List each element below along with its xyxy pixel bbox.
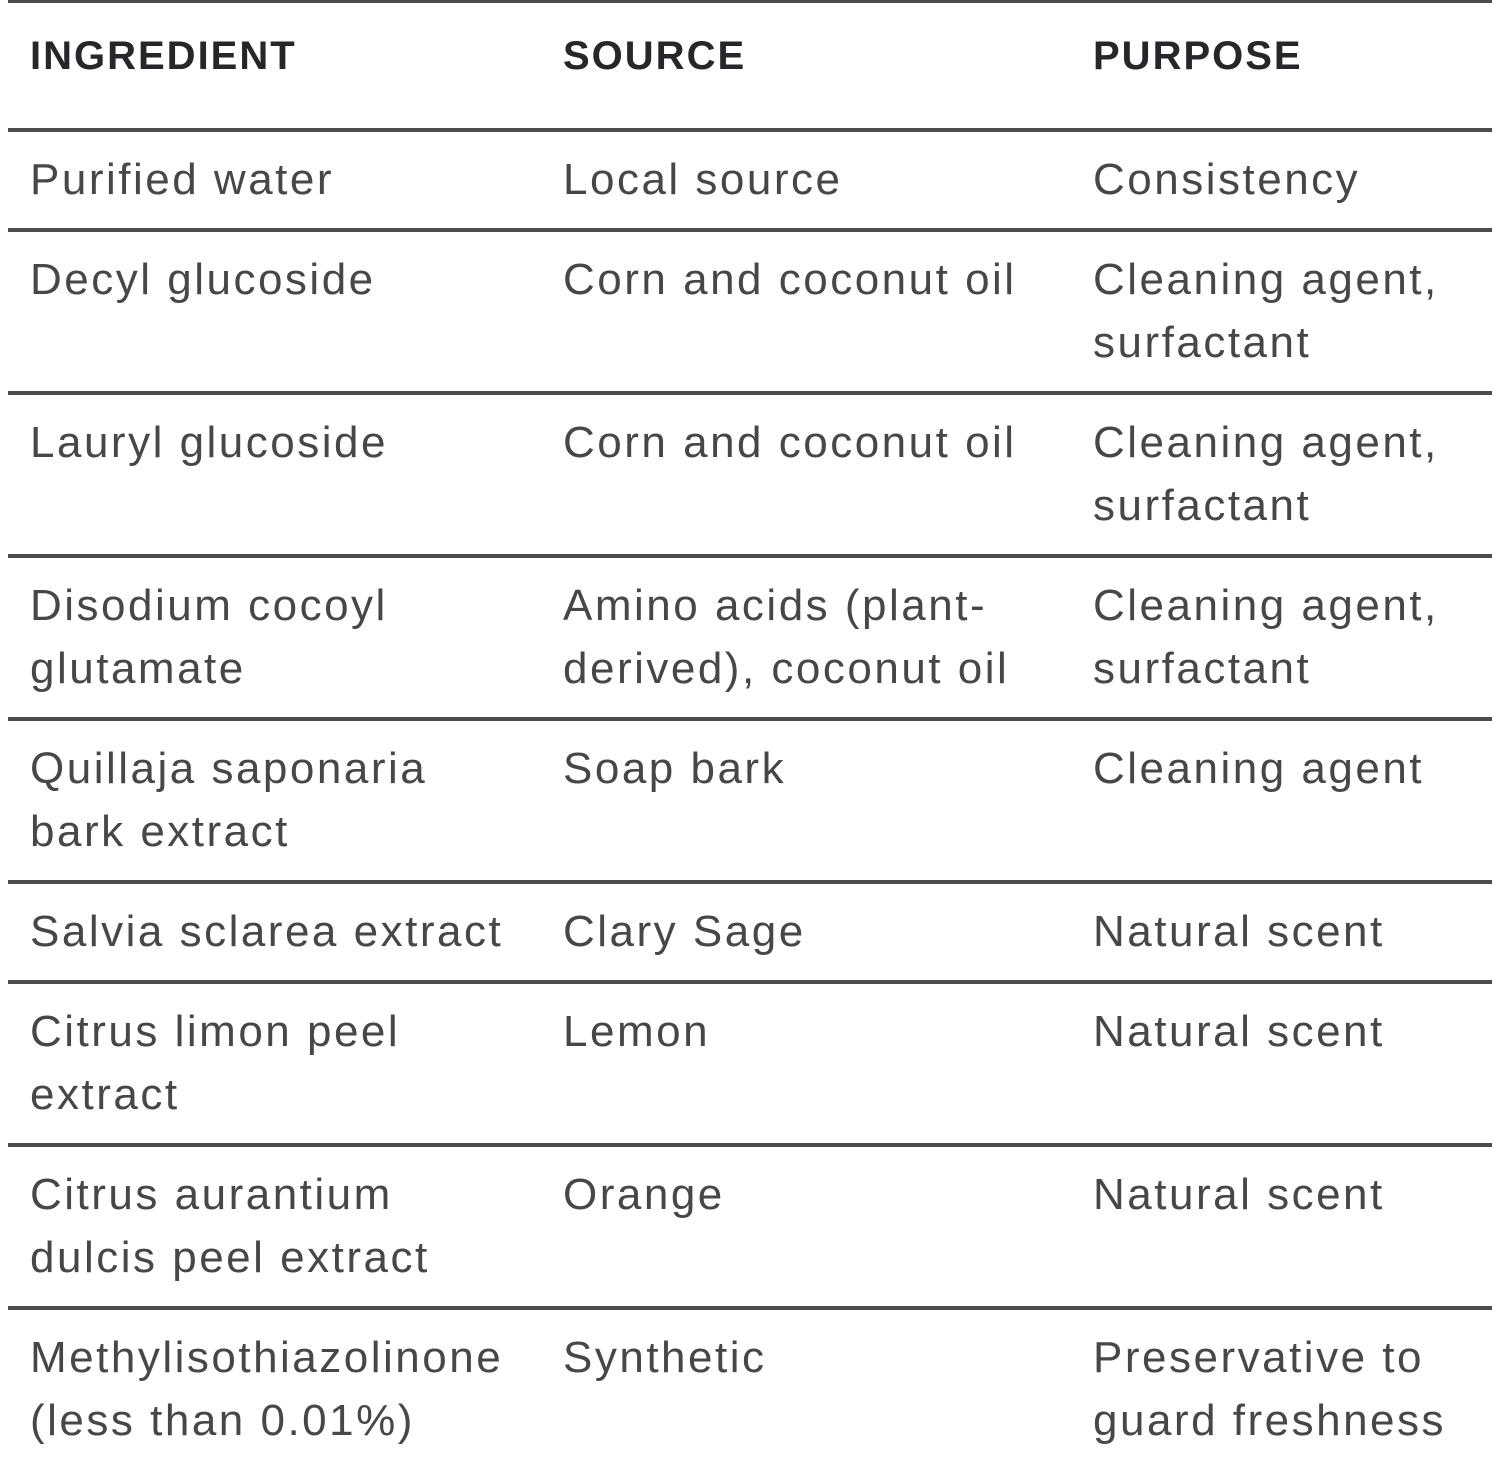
- cell-ingredient: Citrus limon peel extract: [30, 1007, 401, 1119]
- table-row: Methylisothiazolinone (less than 0.01%) …: [8, 1306, 1492, 1469]
- cell-source: Amino acids (plant- derived), coconut oi…: [563, 581, 1010, 693]
- table-row: Salvia sclarea extract Clary Sage Natura…: [8, 880, 1492, 980]
- cell-purpose: Natural scent: [1093, 1007, 1385, 1056]
- cell-purpose: Consistency: [1093, 155, 1361, 204]
- table-row: Disodium cocoyl glutamate Amino acids (p…: [8, 554, 1492, 717]
- cell-source: Synthetic: [563, 1333, 767, 1382]
- column-header-purpose: PURPOSE: [1093, 34, 1303, 78]
- cell-ingredient: Purified water: [30, 155, 335, 204]
- cell-purpose: Cleaning agent, surfactant: [1093, 255, 1439, 367]
- cell-purpose: Natural scent: [1093, 907, 1385, 956]
- column-header-source: SOURCE: [563, 34, 747, 78]
- table-header-row: INGREDIENT SOURCE PURPOSE: [8, 0, 1492, 128]
- cell-source: Corn and coconut oil: [563, 255, 1017, 304]
- cell-ingredient: Decyl glucoside: [30, 255, 376, 304]
- column-header-ingredient: INGREDIENT: [30, 34, 297, 78]
- table-row: Quillaja saponaria bark extract Soap bar…: [8, 717, 1492, 880]
- cell-source: Local source: [563, 155, 843, 204]
- cell-purpose: Natural scent: [1093, 1170, 1385, 1219]
- table-row: Decyl glucoside Corn and coconut oil Cle…: [8, 228, 1492, 391]
- cell-purpose: Cleaning agent: [1093, 744, 1425, 793]
- cell-ingredient: Disodium cocoyl glutamate: [30, 581, 388, 693]
- cell-ingredient: Quillaja saponaria bark extract: [30, 744, 428, 856]
- cell-source: Clary Sage: [563, 907, 806, 956]
- cell-source: Corn and coconut oil: [563, 418, 1017, 467]
- cell-source: Lemon: [563, 1007, 711, 1056]
- table-row: Citrus limon peel extract Lemon Natural …: [8, 980, 1492, 1143]
- table-row: Lauryl glucoside Corn and coconut oil Cl…: [8, 391, 1492, 554]
- ingredients-table: INGREDIENT SOURCE PURPOSE Purified water…: [8, 0, 1492, 1469]
- table-row: Citrus aurantium dulcis peel extract Ora…: [8, 1143, 1492, 1306]
- cell-ingredient: Salvia sclarea extract: [30, 907, 504, 956]
- cell-purpose: Cleaning agent, surfactant: [1093, 581, 1439, 693]
- table-row: Purified water Local source Consistency: [8, 128, 1492, 228]
- cell-ingredient: Citrus aurantium dulcis peel extract: [30, 1170, 430, 1282]
- cell-source: Orange: [563, 1170, 725, 1219]
- cell-ingredient: Lauryl glucoside: [30, 418, 388, 467]
- cell-purpose: Preservative to guard freshness: [1093, 1333, 1447, 1445]
- cell-source: Soap bark: [563, 744, 787, 793]
- cell-ingredient: Methylisothiazolinone (less than 0.01%): [30, 1333, 504, 1445]
- cell-purpose: Cleaning agent, surfactant: [1093, 418, 1439, 530]
